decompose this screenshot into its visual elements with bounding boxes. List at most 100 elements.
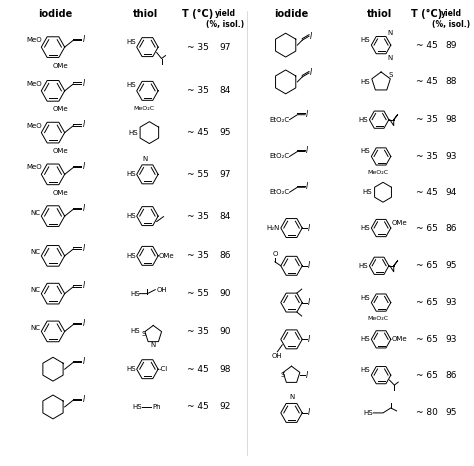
- Text: 97: 97: [219, 170, 231, 179]
- Text: I: I: [82, 244, 85, 253]
- Text: ~ 45: ~ 45: [416, 188, 438, 197]
- Text: HS: HS: [363, 189, 372, 195]
- Text: S: S: [389, 72, 393, 78]
- Text: ~ 65: ~ 65: [416, 224, 438, 233]
- Text: MeO₂C: MeO₂C: [368, 316, 389, 322]
- Text: O: O: [272, 251, 278, 257]
- Text: I: I: [306, 146, 309, 156]
- Text: thiol: thiol: [366, 9, 392, 20]
- Text: HS: HS: [126, 213, 136, 219]
- Text: 93: 93: [446, 335, 457, 344]
- Text: OMe: OMe: [392, 336, 408, 343]
- Text: MeO: MeO: [26, 81, 42, 87]
- Text: ~ 35: ~ 35: [187, 86, 209, 96]
- Text: I: I: [82, 204, 85, 213]
- Text: ~ 35: ~ 35: [187, 42, 209, 52]
- Text: ~ 65: ~ 65: [416, 261, 438, 270]
- Text: 95: 95: [219, 128, 231, 137]
- Text: 92: 92: [219, 403, 231, 411]
- Text: yield
(%, isol.): yield (%, isol.): [206, 9, 245, 29]
- Text: 90: 90: [219, 289, 231, 298]
- Text: 97: 97: [219, 42, 231, 52]
- Text: 95: 95: [446, 408, 457, 418]
- Text: 94: 94: [446, 188, 457, 197]
- Text: N: N: [289, 394, 294, 400]
- Text: 90: 90: [219, 327, 231, 336]
- Text: OH: OH: [272, 353, 283, 359]
- Text: OMe: OMe: [53, 106, 69, 112]
- Text: I: I: [306, 110, 309, 119]
- Text: I: I: [308, 261, 310, 270]
- Text: ~ 55: ~ 55: [187, 170, 209, 179]
- Text: 93: 93: [446, 298, 457, 307]
- Text: 88: 88: [446, 77, 457, 86]
- Text: EtO₂C: EtO₂C: [269, 116, 290, 123]
- Text: OH: OH: [156, 287, 167, 293]
- Text: I: I: [310, 69, 312, 77]
- Text: iodide: iodide: [38, 9, 72, 20]
- Text: I: I: [82, 79, 85, 88]
- Text: ~ 55: ~ 55: [187, 289, 209, 298]
- Text: Ph: Ph: [152, 404, 161, 410]
- Text: I: I: [82, 319, 85, 328]
- Text: MeO₂C: MeO₂C: [134, 106, 155, 111]
- Text: OMe: OMe: [53, 62, 69, 69]
- Text: 95: 95: [446, 261, 457, 270]
- Text: I: I: [82, 162, 85, 171]
- Text: HS: HS: [359, 116, 368, 123]
- Text: yield
(%, isol.): yield (%, isol.): [432, 9, 470, 29]
- Text: 98: 98: [446, 115, 457, 124]
- Text: ~ 35: ~ 35: [416, 152, 438, 161]
- Text: OMe: OMe: [159, 253, 175, 259]
- Text: I: I: [308, 224, 310, 233]
- Text: ~ 65: ~ 65: [416, 335, 438, 344]
- Text: thiol: thiol: [133, 9, 158, 20]
- Text: ~ 45: ~ 45: [187, 403, 209, 411]
- Text: ~ 65: ~ 65: [416, 298, 438, 307]
- Text: 84: 84: [219, 86, 231, 96]
- Text: N: N: [387, 29, 392, 35]
- Text: I: I: [308, 298, 310, 307]
- Text: 86: 86: [219, 251, 231, 260]
- Text: OMe: OMe: [392, 220, 408, 226]
- Text: NC: NC: [30, 287, 40, 293]
- Text: HS: HS: [361, 225, 370, 231]
- Text: 84: 84: [219, 212, 231, 220]
- Text: ~ 35: ~ 35: [416, 115, 438, 124]
- Text: ~ 45: ~ 45: [416, 41, 438, 49]
- Text: HS: HS: [132, 404, 142, 410]
- Text: T (°C): T (°C): [182, 9, 214, 20]
- Text: OMe: OMe: [53, 190, 69, 196]
- Text: NC: NC: [30, 325, 40, 331]
- Text: HS: HS: [364, 410, 374, 416]
- Text: HS: HS: [359, 263, 368, 269]
- Text: MeO: MeO: [26, 164, 42, 171]
- Text: HS: HS: [126, 171, 136, 178]
- Text: 86: 86: [446, 370, 457, 380]
- Text: EtO₂C: EtO₂C: [269, 153, 290, 159]
- Text: I: I: [308, 335, 310, 344]
- Text: iodide: iodide: [274, 9, 309, 20]
- Text: I: I: [306, 370, 309, 380]
- Text: ~ 45: ~ 45: [187, 128, 209, 137]
- Text: HS: HS: [361, 149, 370, 155]
- Text: HS: HS: [361, 336, 370, 343]
- Text: 89: 89: [446, 41, 457, 49]
- Text: I: I: [82, 281, 85, 290]
- Text: ~ 45: ~ 45: [187, 365, 209, 374]
- Text: MeO: MeO: [26, 37, 42, 43]
- Text: ~ 35: ~ 35: [187, 251, 209, 260]
- Text: S: S: [142, 331, 146, 337]
- Text: I: I: [82, 35, 85, 44]
- Text: HS: HS: [361, 367, 370, 373]
- Text: T (°C): T (°C): [411, 9, 442, 20]
- Text: I: I: [306, 182, 309, 191]
- Text: 93: 93: [446, 152, 457, 161]
- Text: HS: HS: [361, 295, 370, 301]
- Text: I: I: [82, 357, 85, 366]
- Text: ~ 45: ~ 45: [416, 77, 438, 86]
- Text: H₂N: H₂N: [266, 225, 280, 231]
- Text: HS: HS: [126, 82, 136, 89]
- Text: HS: HS: [126, 366, 136, 372]
- Text: EtO₂C: EtO₂C: [269, 189, 290, 195]
